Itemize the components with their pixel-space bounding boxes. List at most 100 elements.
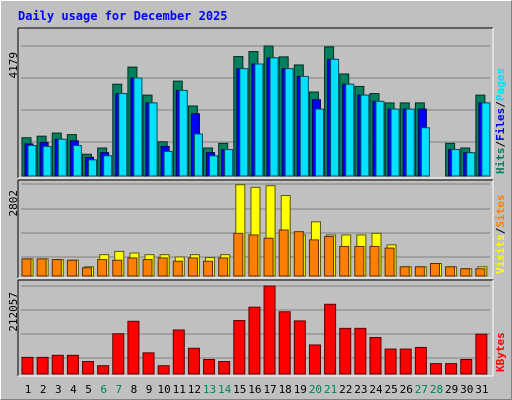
day-label-16: 16	[248, 383, 261, 396]
legend-entry: /	[494, 141, 507, 148]
bar-pages-day-24	[375, 100, 385, 177]
bar-kbytes-day-12	[187, 347, 200, 375]
bar-pages-day-11	[178, 89, 188, 177]
day-label-22: 22	[339, 383, 352, 396]
bar-sites-day-17	[263, 237, 274, 277]
bar-sites-day-6	[97, 259, 108, 277]
day-label-13: 13	[203, 383, 216, 396]
bar-kbytes-day-23	[354, 327, 367, 375]
day-label-30: 30	[460, 383, 473, 396]
legend-entry: /	[494, 101, 507, 108]
bar-pages-day-12	[193, 133, 203, 177]
bar-sites-day-15	[233, 232, 244, 277]
bar-kbytes-day-21	[324, 303, 337, 375]
day-label-26: 26	[400, 383, 413, 396]
bar-sites-day-9	[142, 259, 153, 277]
bar-kbytes-day-20	[308, 344, 321, 375]
day-label-31: 31	[475, 383, 488, 396]
bar-pages-day-1	[27, 145, 37, 177]
legend-entry: Hits	[494, 148, 507, 175]
bar-kbytes-day-19	[293, 320, 306, 375]
bar-pages-day-7	[118, 93, 128, 177]
panel-kbytes-legend: KBytes	[494, 332, 507, 372]
panel-visits-sites-ymax-label: 2802	[7, 190, 20, 217]
bar-pages-day-25	[390, 108, 400, 177]
bar-kbytes-day-2	[36, 356, 49, 375]
day-label-6: 6	[100, 383, 107, 396]
legend-entry: KBytes	[494, 332, 507, 372]
bar-sites-day-27	[414, 266, 425, 277]
bar-pages-day-3	[57, 138, 67, 177]
day-label-5: 5	[85, 383, 92, 396]
bar-kbytes-day-29	[445, 363, 458, 375]
bar-pages-day-5	[88, 159, 98, 177]
bar-kbytes-day-7	[112, 333, 125, 375]
day-label-2: 2	[40, 383, 47, 396]
day-label-20: 20	[309, 383, 322, 396]
day-label-23: 23	[354, 383, 367, 396]
bar-sites-day-20	[308, 239, 319, 277]
bar-pages-day-9	[148, 102, 158, 177]
bar-pages-day-8	[133, 77, 143, 177]
day-label-11: 11	[173, 383, 186, 396]
day-label-19: 19	[294, 383, 307, 396]
day-label-12: 12	[188, 383, 201, 396]
bar-sites-day-10	[157, 257, 168, 277]
bar-sites-day-7	[112, 259, 123, 277]
bar-sites-day-24	[369, 245, 380, 277]
bar-sites-day-31	[475, 268, 486, 277]
bar-kbytes-day-1	[21, 356, 34, 375]
bar-pages-day-31	[481, 102, 491, 177]
bar-sites-day-2	[36, 258, 47, 277]
day-label-8: 8	[131, 383, 138, 396]
bar-sites-day-8	[127, 257, 138, 277]
bar-pages-day-21	[330, 58, 340, 177]
bar-kbytes-day-17	[263, 285, 276, 375]
bar-sites-day-29	[445, 266, 456, 277]
day-label-27: 27	[415, 383, 428, 396]
bar-sites-day-30	[460, 268, 471, 277]
day-label-17: 17	[263, 383, 276, 396]
bar-pages-day-14	[224, 149, 234, 177]
bar-pages-day-27	[420, 127, 430, 177]
bar-sites-day-26	[399, 266, 410, 277]
bar-sites-day-28	[429, 263, 440, 277]
day-label-15: 15	[233, 383, 246, 396]
bar-sites-day-16	[248, 234, 259, 277]
bar-kbytes-day-26	[399, 348, 412, 375]
chart-title: Daily usage for December 2025	[18, 9, 228, 23]
bar-kbytes-day-25	[384, 348, 397, 375]
bar-kbytes-day-4	[66, 354, 79, 375]
bar-sites-day-18	[278, 229, 289, 277]
bar-pages-day-2	[42, 145, 52, 177]
bar-pages-day-18	[284, 68, 294, 177]
bar-kbytes-day-27	[414, 346, 427, 375]
day-label-18: 18	[279, 383, 292, 396]
bar-sites-day-3	[51, 259, 62, 277]
panel-hits-files-pages-legend: Hits/Files/Pages	[494, 68, 507, 174]
bar-pages-day-23	[360, 94, 370, 177]
bar-sites-day-4	[66, 259, 77, 277]
bar-sites-day-5	[82, 267, 93, 277]
bar-pages-day-4	[72, 145, 82, 177]
bar-sites-day-12	[187, 257, 198, 277]
day-label-9: 9	[146, 383, 153, 396]
bar-kbytes-day-18	[278, 311, 291, 375]
bar-kbytes-day-3	[51, 354, 64, 375]
bar-pages-day-19	[299, 75, 309, 177]
bar-sites-day-14	[218, 257, 229, 277]
legend-entry: Visits	[494, 234, 507, 274]
bar-pages-day-26	[405, 108, 415, 177]
panel-kbytes-ymax-label: 212057	[7, 292, 20, 332]
bar-pages-day-10	[163, 150, 173, 177]
bar-sites-day-21	[324, 236, 335, 277]
bar-kbytes-day-16	[248, 306, 261, 375]
day-label-25: 25	[384, 383, 397, 396]
day-label-28: 28	[430, 383, 443, 396]
bar-pages-day-13	[209, 155, 219, 177]
bar-sites-day-13	[203, 260, 214, 277]
bar-pages-day-30	[466, 152, 476, 177]
bar-pages-day-6	[103, 155, 113, 177]
bar-sites-day-19	[293, 231, 304, 277]
legend-entry: Sites	[494, 195, 507, 228]
